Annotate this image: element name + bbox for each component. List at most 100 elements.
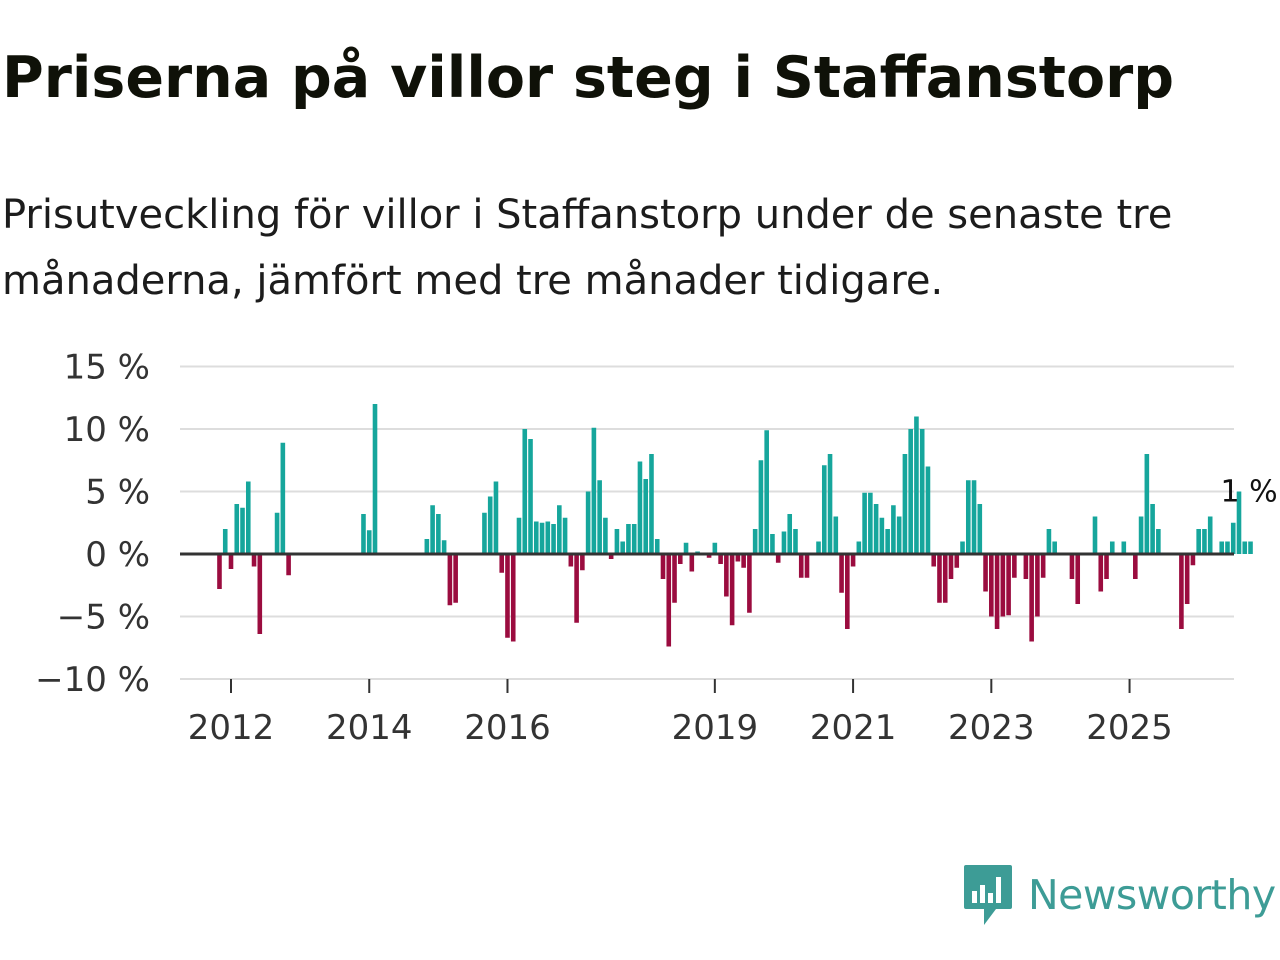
bar [516, 517, 522, 554]
bar [879, 517, 885, 554]
bar [954, 554, 960, 568]
bar [735, 554, 741, 562]
bar [827, 454, 833, 554]
x-tick-label: 2014 [326, 708, 413, 748]
bar [989, 554, 994, 617]
bar [689, 554, 695, 572]
bar [994, 554, 1000, 629]
bar [873, 504, 879, 554]
bar [1040, 554, 1046, 578]
bar [775, 554, 781, 563]
bar [447, 554, 453, 606]
bar [1109, 541, 1115, 554]
y-tick-label: 5 % [85, 473, 150, 513]
bar [1133, 554, 1138, 579]
bar [631, 524, 637, 554]
x-tick-label: 2025 [1086, 708, 1173, 748]
bar [1242, 541, 1248, 554]
bar [677, 554, 683, 564]
bar [850, 554, 856, 567]
bar [787, 514, 793, 554]
x-tick-label: 2021 [810, 708, 897, 748]
bar [222, 529, 228, 554]
bar [683, 542, 689, 554]
chart-subtitle: Prisutveckling för villor i Staffanstorp… [2, 192, 1173, 304]
bar [1236, 491, 1242, 554]
bar [591, 427, 597, 554]
bar [257, 554, 263, 634]
bar [557, 505, 562, 554]
bar [977, 504, 983, 554]
bar [505, 554, 510, 638]
grid-lines [180, 365, 1234, 680]
bar [1098, 554, 1104, 592]
bar [706, 554, 712, 558]
bar [793, 529, 798, 554]
bar [896, 516, 902, 554]
y-tick-label: −5 % [57, 598, 150, 638]
bar-chart-speech-bubble-icon [964, 865, 1012, 925]
bar [1248, 541, 1253, 554]
bar [862, 492, 867, 554]
bar [551, 524, 556, 554]
bar [1035, 554, 1040, 617]
bar [1029, 554, 1034, 642]
bar [868, 492, 873, 554]
bar-chart: 15 % 10 % 5 % 0 % −5 % −10 % 2012 2014 2016 2019… [35, 348, 1278, 749]
bar [245, 481, 251, 554]
bar [781, 531, 787, 554]
bar [816, 541, 821, 554]
bar [441, 540, 447, 554]
x-tick-label: 2019 [672, 708, 759, 748]
bar [1219, 541, 1225, 554]
bar [960, 541, 965, 554]
bar [568, 554, 574, 567]
bar [942, 554, 948, 603]
bar [1075, 554, 1081, 604]
newsworthy-logo[interactable]: Newsworthy [962, 862, 1276, 928]
bar [286, 554, 291, 576]
bar [965, 480, 971, 554]
bar [798, 554, 804, 578]
bar [1190, 554, 1196, 566]
bar [660, 554, 666, 579]
bar [510, 554, 516, 642]
bar [833, 516, 839, 554]
bar [539, 522, 545, 554]
bar [1023, 554, 1029, 579]
bar [983, 554, 988, 592]
bar [1104, 554, 1109, 579]
bar [1202, 529, 1207, 554]
y-axis-labels: 15 % 10 % 5 % 0 % −5 % −10 % [35, 348, 150, 701]
bar [1150, 504, 1155, 554]
bar [585, 491, 591, 554]
bar [724, 554, 729, 597]
bar [937, 554, 942, 603]
bar [764, 430, 769, 554]
bar [522, 429, 528, 554]
bar [533, 521, 539, 554]
bar [1138, 516, 1144, 554]
bar [1144, 454, 1150, 554]
bar [1006, 554, 1011, 616]
bar [891, 505, 896, 554]
y-tick-label: 10 % [64, 410, 150, 450]
y-tick-label: 0 % [85, 535, 150, 575]
bar [614, 529, 620, 554]
bar [528, 439, 533, 554]
bar [372, 404, 378, 554]
bar [1092, 516, 1098, 554]
bar [1052, 541, 1057, 554]
bar [914, 416, 919, 554]
bar [240, 507, 245, 554]
bar [752, 529, 758, 554]
bar [729, 554, 735, 626]
bar [637, 461, 643, 554]
y-tick-label: 15 % [64, 348, 150, 388]
bar [1156, 529, 1161, 554]
bar [482, 512, 487, 554]
x-tick-label: 2012 [188, 708, 275, 748]
bar [925, 466, 931, 554]
bar [919, 429, 925, 554]
x-tick-label: 2016 [464, 708, 551, 748]
